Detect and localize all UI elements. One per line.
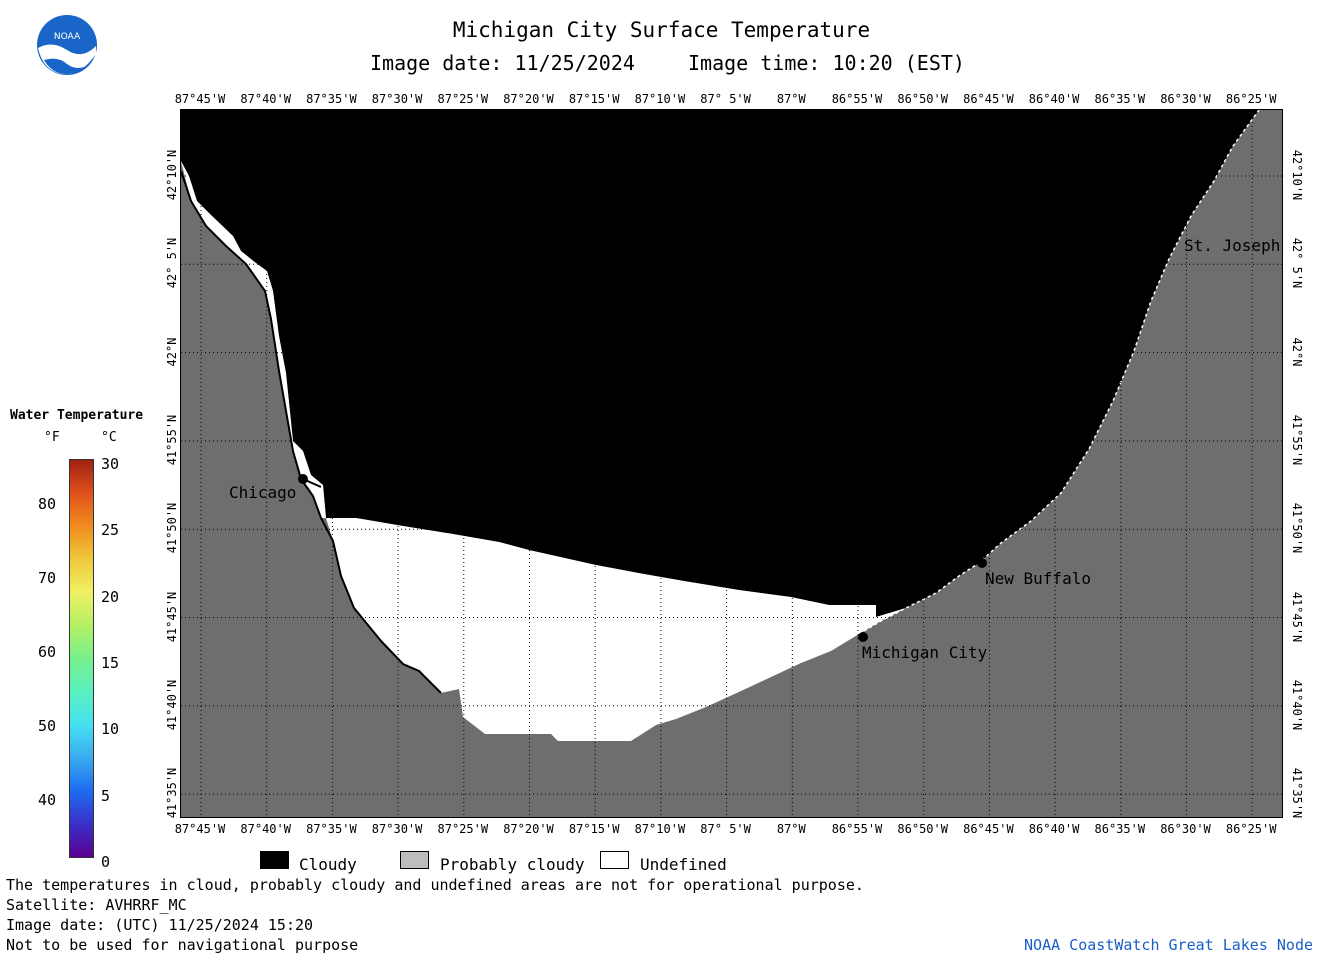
longitude-label: 86°35'W [1094,92,1146,106]
longitude-label: 86°35'W [1094,822,1146,836]
celsius-tick: 20 [101,587,120,606]
latitude-label: 42°10'N [1290,149,1304,201]
legend-unit-f: °F [44,430,60,445]
longitude-label: 87°W [776,822,806,836]
probably-cloudy-swatch [400,851,429,869]
fahrenheit-tick: 70 [38,569,57,587]
city-label-michigan-city: Michigan City [862,643,988,662]
michigan-city-marker [858,632,868,642]
longitude-label: 87°20'W [503,92,554,106]
fahrenheit-tick: 40 [38,791,57,809]
undefined-label: Undefined [640,855,727,874]
image-date: Image date: 11/25/2024 [370,51,635,75]
image-date-utc: Image date: (UTC) 11/25/2024 15:20 [6,916,314,934]
operational-note: The temperatures in cloud, probably clou… [6,876,864,894]
longitude-label: 87°10'W [634,822,686,836]
map-panel [180,109,1283,818]
fahrenheit-tick: 80 [38,495,57,513]
city-label-chicago: Chicago [229,483,297,502]
probably-cloudy-label: Probably cloudy [440,855,585,874]
longitude-label: 87° 5'W [700,822,751,836]
shoreline [181,170,442,694]
longitude-label: 87°40'W [240,92,291,106]
city-label-st-joseph: St. Joseph [1184,236,1281,255]
longitude-label: 86°25'W [1225,92,1277,106]
celsius-tick: 25 [101,521,120,540]
fahrenheit-tick: 60 [38,643,57,661]
latitude-label: 41°55'N [1290,414,1304,466]
longitude-label: 86°45'W [963,822,1014,836]
latitude-label: 41°40'N [1290,679,1304,731]
longitude-label: 86°50'W [897,92,948,106]
longitude-label: 87°10'W [634,92,686,106]
latitude-label: 41°45'N [165,591,179,642]
latitude-label: 42° 5'N [1290,238,1304,289]
legend-title: Water Temperature [10,408,144,423]
latitude-label: 42°N [1290,337,1304,367]
longitude-label: 87°15'W [568,822,620,836]
image-time: Image time: 10:20 (EST) [688,51,965,75]
noaa-logo: NOAA [36,14,98,76]
fahrenheit-tick: 50 [38,717,57,735]
longitude-label: 86°25'W [1225,822,1277,836]
longitude-label: 87°45'W [174,822,226,836]
latitude-label: 42°N [165,337,179,367]
new-buffalo-marker [977,558,987,568]
longitude-label: 87°15'W [568,92,620,106]
noaa-emblem-icon: NOAA [37,15,97,75]
map-title: Michigan City Surface Temperature [452,18,871,42]
longitude-label: 86°45'W [963,92,1014,106]
longitude-label: 87°35'W [306,92,357,106]
navigation-disclaimer: Not to be used for navigational purpose [6,936,359,954]
longitude-label: 87°30'W [371,822,423,836]
latitude-label: 41°50'N [165,502,179,554]
credit-link[interactable]: NOAA CoastWatch Great Lakes Node [1024,936,1313,954]
longitude-label: 86°30'W [1160,822,1211,836]
cloudy-swatch [260,851,289,869]
longitude-label: 86°55'W [831,822,883,836]
longitude-label: 87°W [776,92,806,106]
latitude-label: 41°55'N [165,414,179,466]
map-canvas [181,110,1282,817]
latitude-label: 41°50'N [1290,502,1304,554]
latitude-label: 42°10'N [165,149,179,201]
longitude-label: 87°20'W [503,822,554,836]
celsius-tick: 5 [101,786,111,805]
latitude-label: 41°35'N [165,767,179,819]
longitude-label: 86°40'W [1028,822,1080,836]
longitude-label: 87°40'W [240,822,291,836]
longitude-label: 87°25'W [437,92,489,106]
logo-text: NOAA [54,32,81,42]
longitude-label: 86°30'W [1160,92,1211,106]
undefined-swatch [600,851,629,869]
celsius-tick: 0 [101,852,111,871]
latitude-label: 41°40'N [165,679,179,731]
latitude-label: 42° 5'N [165,238,179,289]
city-label-new-buffalo: New Buffalo [985,569,1091,588]
longitude-label: 87° 5'W [700,92,751,106]
celsius-tick: 10 [101,720,120,739]
longitude-label: 87°35'W [306,822,357,836]
latitude-label: 41°35'N [1290,767,1304,819]
longitude-label: 87°45'W [174,92,226,106]
celsius-tick: 30 [101,455,120,473]
longitude-label: 86°50'W [897,822,948,836]
cloudy-label: Cloudy [299,855,357,874]
temperature-colorbar [69,459,94,858]
longitude-label: 87°25'W [437,822,489,836]
satellite-info: Satellite: AVHRRF_MC [6,896,187,914]
latitude-label: 41°45'N [1290,591,1304,642]
undefined-area [326,518,906,741]
longitude-label: 87°30'W [371,92,423,106]
celsius-tick: 15 [101,653,120,672]
legend-unit-c: °C [101,430,117,445]
longitude-label: 86°40'W [1028,92,1080,106]
longitude-label: 86°55'W [831,92,883,106]
